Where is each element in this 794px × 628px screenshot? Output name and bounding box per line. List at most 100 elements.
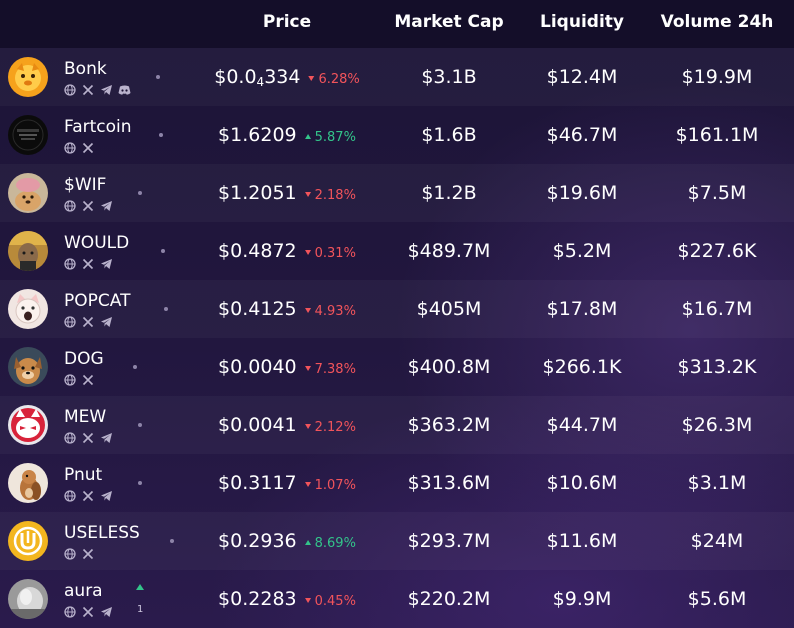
token-name[interactable]: WOULD — [64, 233, 130, 253]
market-cap-value: $363.2M — [407, 414, 491, 436]
globe-icon[interactable] — [64, 432, 77, 444]
discord-icon[interactable] — [118, 84, 131, 96]
x-icon[interactable] — [82, 490, 95, 502]
telegram-icon[interactable] — [100, 200, 113, 212]
x-icon[interactable] — [82, 548, 95, 560]
globe-icon[interactable] — [64, 316, 77, 328]
token-name[interactable]: USELESS — [64, 523, 140, 543]
token-avatar — [8, 579, 48, 619]
column-header-volume-24h[interactable]: Volume 24h — [660, 12, 774, 32]
table-row[interactable]: POPCAT $0.4125 4.93% $405M $17.8M $16.7M — [0, 280, 794, 338]
token-name[interactable]: Fartcoin — [64, 117, 132, 137]
globe-icon[interactable] — [64, 490, 77, 502]
market-cap-value: $400.8M — [407, 356, 491, 378]
row-separator-dot — [138, 191, 142, 195]
liquidity-value: $12.4M — [546, 66, 618, 88]
x-icon[interactable] — [82, 142, 95, 154]
globe-icon[interactable] — [64, 142, 77, 154]
token-name[interactable]: Pnut — [64, 465, 103, 485]
arrow-down-icon — [304, 192, 311, 197]
price-value: $0.4872 — [218, 240, 297, 262]
price-digits: 334 — [264, 66, 301, 88]
token-price: $0.4872 0.31% — [218, 240, 356, 262]
price-change: 4.93% — [304, 304, 356, 319]
price-value: $0.2283 — [218, 588, 297, 610]
token-name[interactable]: Bonk — [64, 59, 107, 79]
token-avatar — [8, 173, 48, 213]
x-icon[interactable] — [82, 374, 95, 386]
table-row[interactable]: Bonk $0.04334 6.28% $3.1B $12.4M $19.9M — [0, 48, 794, 106]
liquidity-value: $46.7M — [546, 124, 618, 146]
telegram-icon[interactable] — [100, 432, 113, 444]
globe-icon[interactable] — [64, 548, 77, 560]
price-change: 5.87% — [304, 130, 356, 145]
x-icon[interactable] — [82, 200, 95, 212]
table-row[interactable]: USELESS $0.2936 8.69% $293.7M $11.6M $24M — [0, 512, 794, 570]
price-change: 0.31% — [304, 246, 356, 261]
volume-value: $161.1M — [675, 124, 759, 146]
column-header-liquidity[interactable]: Liquidity — [540, 12, 624, 32]
arrow-down-icon — [308, 76, 315, 81]
market-cap-value: $1.6B — [421, 124, 477, 146]
token-avatar — [8, 405, 48, 445]
market-cap-value: $220.2M — [407, 588, 491, 610]
row-separator-dot — [170, 539, 174, 543]
price-change: 0.45% — [304, 594, 356, 609]
market-cap-value: $3.1B — [421, 66, 477, 88]
telegram-icon[interactable] — [100, 490, 113, 502]
globe-icon[interactable] — [64, 606, 77, 618]
token-name[interactable]: aura — [64, 581, 103, 601]
column-header-market-cap[interactable]: Market Cap — [394, 12, 504, 32]
token-price: $0.2936 8.69% — [218, 530, 356, 552]
table-row[interactable]: Fartcoin $1.6209 5.87% $1.6B $46.7M $161.… — [0, 106, 794, 164]
table-row[interactable]: $WIF $1.2051 2.18% $1.2B $19.6M $7.5M — [0, 164, 794, 222]
telegram-icon[interactable] — [100, 258, 113, 270]
liquidity-value: $44.7M — [546, 414, 618, 436]
token-name[interactable]: POPCAT — [64, 291, 131, 311]
telegram-icon[interactable] — [100, 606, 113, 618]
token-avatar — [8, 57, 48, 97]
token-name[interactable]: $WIF — [64, 175, 107, 195]
row-separator-dot — [161, 249, 165, 253]
telegram-icon[interactable] — [100, 316, 113, 328]
token-price: $0.0040 7.38% — [218, 356, 356, 378]
x-icon[interactable] — [82, 432, 95, 444]
token-avatar — [8, 289, 48, 329]
volume-value: $26.3M — [681, 414, 753, 436]
token-name[interactable]: MEW — [64, 407, 107, 427]
token-name[interactable]: DOG — [64, 349, 104, 369]
telegram-icon[interactable] — [100, 84, 113, 96]
table-row[interactable]: DOG $0.0040 7.38% $400.8M $266.1K $313.2K — [0, 338, 794, 396]
x-icon[interactable] — [82, 84, 95, 96]
token-price: $0.2283 0.45% — [218, 588, 356, 610]
globe-icon[interactable] — [64, 374, 77, 386]
row-separator-dot — [138, 481, 142, 485]
price-change-value: 1.07% — [314, 478, 356, 493]
table-row[interactable]: Pnut $0.3117 1.07% $313.6M $10.6M $3.1M — [0, 454, 794, 512]
globe-icon[interactable] — [64, 258, 77, 270]
x-icon[interactable] — [82, 316, 95, 328]
table-row[interactable]: WOULD $0.4872 0.31% $489.7M $5.2M $227.6K — [0, 222, 794, 280]
arrow-down-icon — [304, 424, 311, 429]
liquidity-value: $11.6M — [546, 530, 618, 552]
globe-icon[interactable] — [64, 84, 77, 96]
liquidity-value: $9.9M — [552, 588, 612, 610]
column-header-price[interactable]: Price — [262, 12, 312, 32]
volume-value: $313.2K — [677, 356, 757, 378]
table-row[interactable]: aura 1 $0.2283 0.45% $220.2M $9.9M $5.6M — [0, 570, 794, 628]
arrow-down-icon — [304, 598, 311, 603]
price-change: 6.28% — [308, 72, 360, 87]
token-price: $1.2051 2.18% — [218, 182, 356, 204]
price-change: 2.12% — [304, 420, 356, 435]
price-value: $1.6209 — [218, 124, 297, 146]
x-icon[interactable] — [82, 606, 95, 618]
liquidity-value: $266.1K — [542, 356, 622, 378]
arrow-down-icon — [304, 308, 311, 313]
globe-icon[interactable] — [64, 200, 77, 212]
table-row[interactable]: MEW $0.0041 2.12% $363.2M $44.7M $26.3M — [0, 396, 794, 454]
price-value: $1.2051 — [218, 182, 297, 204]
x-icon[interactable] — [82, 258, 95, 270]
price-change-value: 5.87% — [314, 130, 356, 145]
volume-value: $3.1M — [687, 472, 747, 494]
token-price: $0.4125 4.93% — [218, 298, 356, 320]
